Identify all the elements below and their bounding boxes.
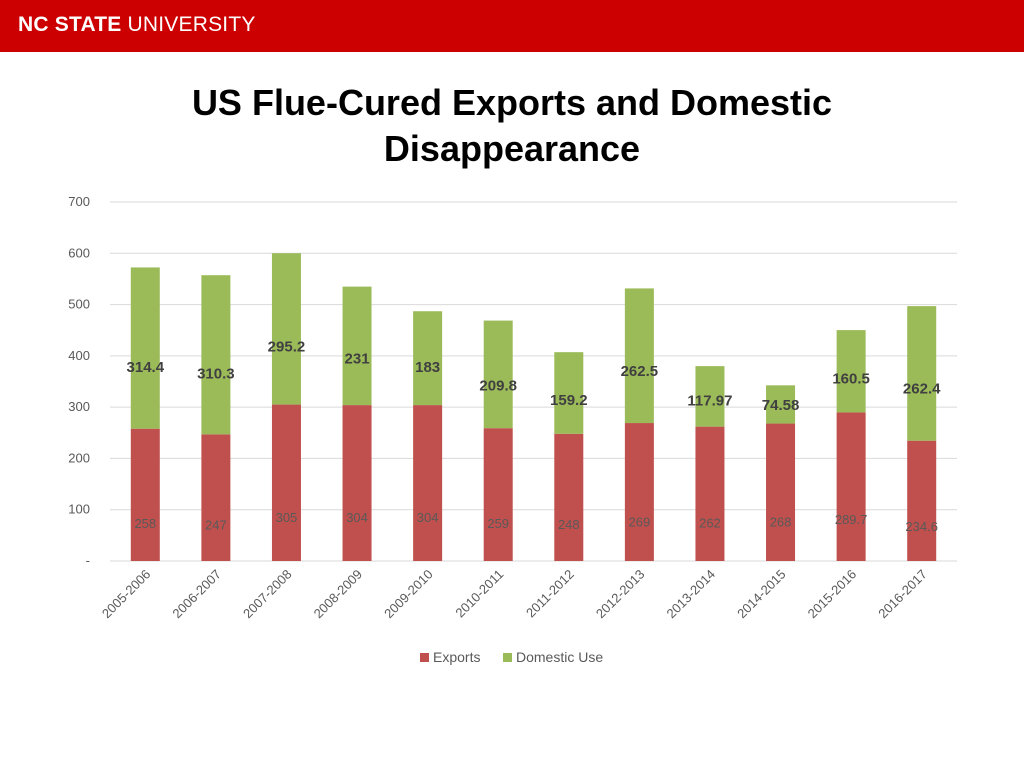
legend-swatch <box>420 653 429 662</box>
y-tick-label: 200 <box>68 450 90 465</box>
bar-domestic-use <box>695 366 725 427</box>
y-tick-label: 700 <box>68 194 90 209</box>
data-label-exports: 259 <box>487 516 509 531</box>
y-tick-label: 500 <box>68 297 90 312</box>
y-tick-label: 100 <box>68 502 90 517</box>
data-label-exports: 304 <box>417 510 439 525</box>
data-label-domestic-use: 314.4 <box>127 359 165 376</box>
x-category-label: 2015-2016 <box>805 567 860 622</box>
title-line-1: US Flue-Cured Exports and Domestic <box>191 82 833 123</box>
bar-domestic-use <box>624 288 654 424</box>
x-category-label: 2011-2012 <box>523 567 577 621</box>
bar-exports <box>201 434 231 561</box>
data-label-exports: 305 <box>276 510 298 525</box>
x-category-label: 2008-2009 <box>311 567 366 622</box>
x-category-label: 2009-2010 <box>381 567 436 622</box>
bar-domestic-use <box>413 311 443 406</box>
y-tick-label: 300 <box>68 399 90 414</box>
x-category-label: 2006-2007 <box>169 567 224 622</box>
data-label-exports: 262 <box>699 515 721 530</box>
bar-domestic-use <box>130 267 160 429</box>
bar-domestic-use <box>554 352 584 434</box>
bar-domestic-use <box>836 330 866 413</box>
bar-exports <box>836 412 866 561</box>
legend-label: Domestic Use <box>516 649 603 665</box>
bar-exports <box>342 405 372 561</box>
bar-exports <box>271 404 301 561</box>
bar-exports <box>907 440 937 561</box>
data-label-domestic-use: 310.3 <box>197 366 235 383</box>
bar-exports <box>695 426 725 561</box>
data-label-exports: 247 <box>205 517 227 532</box>
data-label-domestic-use: 74.58 <box>762 397 800 414</box>
data-label-exports: 258 <box>134 516 156 531</box>
data-label-domestic-use: 160.5 <box>832 371 870 388</box>
bar-exports <box>130 428 160 561</box>
data-label-domestic-use: 183 <box>415 359 440 376</box>
bar-domestic-use <box>342 286 372 406</box>
bar-domestic-use <box>201 275 231 435</box>
data-label-exports: 269 <box>629 515 651 530</box>
data-label-exports: 289.7 <box>835 512 868 527</box>
x-category-label: 2016-2017 <box>875 567 930 622</box>
bar-exports <box>624 423 654 561</box>
data-label-exports: 268 <box>770 515 792 530</box>
x-category-label: 2012-2013 <box>593 567 648 622</box>
x-category-label: 2007-2008 <box>240 567 295 622</box>
data-label-domestic-use: 295.2 <box>268 339 306 356</box>
title-line-2: Disappearance <box>383 128 641 169</box>
bar-exports <box>766 423 796 561</box>
bar-domestic-use <box>483 320 513 429</box>
y-tick-label: 400 <box>68 348 90 363</box>
header-bar: NC STATE UNIVERSITY <box>0 0 1024 52</box>
data-label-domestic-use: 117.97 <box>687 392 732 409</box>
data-label-exports: 248 <box>558 517 580 532</box>
bar-domestic-use <box>766 385 796 424</box>
data-label-domestic-use: 231 <box>345 351 370 368</box>
y-tick-label: 600 <box>68 245 90 260</box>
data-label-exports: 234.6 <box>905 519 938 534</box>
legend-label: Exports <box>433 649 480 665</box>
y-tick-label: - <box>86 553 90 568</box>
bar-exports <box>554 433 584 561</box>
x-category-label: 2013-2014 <box>664 567 719 622</box>
data-label-exports: 304 <box>346 510 368 525</box>
legend-swatch <box>503 653 512 662</box>
bar-domestic-use <box>271 253 301 405</box>
brand-bold-text: NC STATE <box>18 13 122 36</box>
data-label-domestic-use: 262.5 <box>621 363 659 380</box>
slide-title: US Flue-Cured Exports and Domestic Disap… <box>112 80 912 172</box>
x-category-label: 2005-2006 <box>99 567 154 622</box>
x-category-label: 2010-2011 <box>452 567 506 621</box>
bar-domestic-use <box>907 306 937 441</box>
brand-light-text: UNIVERSITY <box>127 13 256 36</box>
bar-exports <box>413 405 443 561</box>
x-category-label: 2014-2015 <box>734 567 789 622</box>
data-label-domestic-use: 209.8 <box>479 378 517 395</box>
university-logo: NC STATE UNIVERSITY <box>18 13 256 37</box>
data-label-domestic-use: 262.4 <box>903 381 941 398</box>
bar-exports <box>483 428 513 561</box>
data-label-domestic-use: 159.2 <box>550 392 588 409</box>
